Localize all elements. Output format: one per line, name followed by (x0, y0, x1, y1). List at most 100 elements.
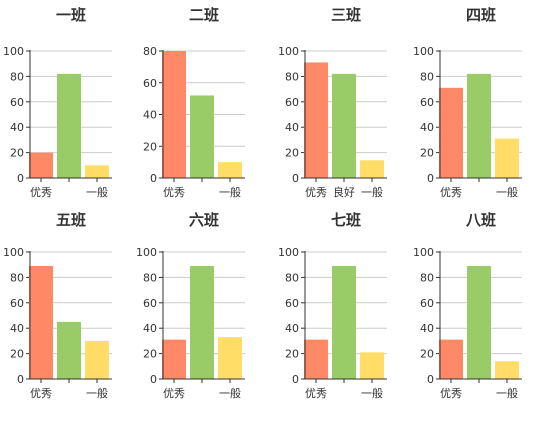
y-tick-label: 40 (10, 322, 24, 335)
y-tick-label: 80 (420, 70, 434, 83)
bar (85, 340, 109, 379)
y-tick-label: 80 (420, 271, 434, 284)
chart-panel: 三班 0 20 40 60 80 100 优秀 良好 一般 (278, 6, 387, 199)
chart-title: 一班 (56, 6, 86, 24)
chart-title: 三班 (331, 6, 361, 24)
y-tick-label: 0 (17, 172, 24, 185)
bar (467, 265, 491, 379)
bar (57, 73, 81, 178)
chart-title: 八班 (465, 211, 496, 229)
y-tick-label: 60 (285, 297, 299, 310)
y-tick-label: 60 (420, 297, 434, 310)
bar (162, 51, 186, 178)
bar (304, 339, 328, 379)
chart-title: 五班 (56, 211, 86, 229)
y-tick-label: 20 (10, 147, 24, 160)
x-tick-label: 良好 (333, 185, 355, 199)
y-tick-label: 60 (420, 96, 434, 109)
y-tick-label: 0 (427, 373, 434, 386)
y-tick-label: 100 (136, 246, 157, 259)
y-tick-label: 0 (150, 373, 157, 386)
bar (29, 265, 53, 379)
bar (162, 339, 186, 379)
chart-panel: 七班 0 20 40 60 80 100 优秀 一般 (278, 211, 387, 400)
chart-title: 六班 (189, 211, 219, 229)
bar (439, 87, 463, 178)
bar (85, 165, 109, 178)
y-tick-label: 80 (143, 271, 157, 284)
chart-title: 七班 (331, 211, 361, 229)
bar (495, 138, 519, 178)
y-tick-label: 20 (143, 140, 157, 153)
chart-panel: 六班 0 20 40 60 80 100 优秀 一般 (136, 211, 245, 400)
x-tick-label: 优秀 (30, 387, 52, 400)
x-tick-label: 优秀 (163, 186, 185, 199)
bar (495, 361, 519, 379)
y-tick-label: 80 (143, 45, 157, 58)
x-tick-label: 优秀 (305, 186, 327, 199)
y-tick-label: 20 (420, 348, 434, 361)
x-tick-label: 优秀 (30, 186, 52, 199)
y-tick-label: 20 (420, 147, 434, 160)
bar (190, 95, 214, 178)
bar (360, 160, 384, 178)
y-tick-label: 60 (143, 77, 157, 90)
y-tick-label: 60 (10, 96, 24, 109)
x-tick-label: 优秀 (305, 387, 327, 400)
x-tick-label: 一般 (86, 186, 108, 199)
x-tick-label: 优秀 (440, 387, 462, 400)
y-tick-label: 0 (17, 373, 24, 386)
y-tick-label: 20 (285, 348, 299, 361)
y-tick-label: 100 (278, 45, 299, 58)
y-tick-label: 40 (143, 109, 157, 122)
y-tick-label: 0 (292, 172, 299, 185)
y-tick-label: 0 (427, 172, 434, 185)
y-tick-label: 20 (285, 147, 299, 160)
bar (190, 265, 214, 379)
chart-title: 二班 (189, 6, 219, 24)
bar (360, 352, 384, 379)
chart-panel: 五班 0 20 40 60 80 100 优秀 一般 (3, 211, 112, 400)
y-tick-label: 60 (10, 297, 24, 310)
x-tick-label: 一般 (361, 387, 383, 400)
bar (332, 265, 356, 379)
y-tick-label: 80 (10, 70, 24, 83)
y-tick-label: 40 (10, 121, 24, 134)
chart-panel: 一班 0 20 40 60 80 100 优秀 一般 (3, 6, 112, 199)
x-tick-label: 一般 (219, 186, 241, 199)
y-tick-label: 100 (413, 246, 434, 259)
y-tick-label: 40 (420, 121, 434, 134)
chart-title: 四班 (466, 6, 496, 24)
x-tick-label: 一般 (496, 186, 518, 199)
bar (218, 162, 242, 178)
bar (57, 321, 81, 379)
y-tick-label: 60 (143, 297, 157, 310)
x-tick-label: 一般 (86, 387, 108, 400)
bar (439, 339, 463, 379)
y-tick-label: 80 (10, 271, 24, 284)
y-tick-label: 40 (285, 121, 299, 134)
y-tick-label: 100 (413, 45, 434, 58)
y-tick-label: 80 (285, 271, 299, 284)
bar (218, 337, 242, 379)
y-tick-label: 40 (285, 322, 299, 335)
y-tick-label: 100 (278, 246, 299, 259)
y-tick-label: 60 (285, 96, 299, 109)
y-tick-label: 0 (150, 172, 157, 185)
y-tick-label: 20 (143, 348, 157, 361)
x-tick-label: 优秀 (163, 387, 185, 400)
x-tick-label: 一般 (496, 387, 518, 400)
x-tick-label: 优秀 (440, 186, 462, 199)
chart-panel: 四班 0 20 40 60 80 100 优秀 一般 (413, 6, 522, 199)
bar (332, 73, 356, 178)
y-tick-label: 100 (3, 45, 24, 58)
chart-panel: 八班 0 20 40 60 80 100 优秀 一般 (413, 211, 522, 400)
y-tick-label: 100 (3, 246, 24, 259)
bar (29, 152, 53, 178)
y-tick-label: 40 (420, 322, 434, 335)
x-tick-label: 一般 (219, 387, 241, 400)
y-tick-label: 80 (285, 70, 299, 83)
x-tick-label: 一般 (361, 186, 383, 199)
